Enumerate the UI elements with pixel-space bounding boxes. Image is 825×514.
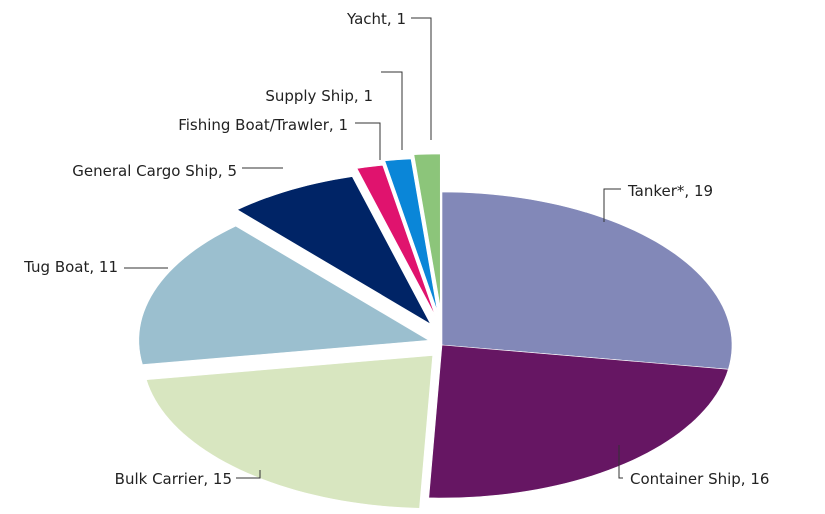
- slice-label-supply-ship: Supply Ship, 1: [265, 87, 373, 105]
- pie-slice-supply-ship: [384, 158, 438, 312]
- leader-line-fishing-boat-trawler: [355, 122, 381, 160]
- leader-line-container-ship: [618, 445, 623, 479]
- leader-line-yacht: [411, 17, 432, 140]
- slice-label-fishing-boat-trawler: Fishing Boat/Trawler, 1: [178, 116, 348, 134]
- pie-slices: [138, 153, 733, 509]
- pie-slice-tug-boat: [138, 225, 430, 365]
- slice-label-tanker: Tanker*, 19: [627, 182, 713, 200]
- slice-label-general-cargo-ship: General Cargo Ship, 5: [72, 162, 237, 180]
- pie-slice-yacht: [413, 153, 441, 308]
- slice-label-yacht: Yacht, 1: [346, 10, 406, 28]
- pie-slice-container-ship: [428, 344, 729, 499]
- leader-line-bulk-carrier: [236, 470, 261, 479]
- slice-label-container-ship: Container Ship, 16: [630, 470, 769, 488]
- pie-slice-general-cargo-ship: [236, 176, 432, 325]
- leader-line-supply-ship: [381, 71, 403, 150]
- slice-label-bulk-carrier: Bulk Carrier, 15: [115, 470, 232, 488]
- pie-slice-bulk-carrier: [145, 355, 434, 509]
- slice-label-tug-boat: Tug Boat, 11: [23, 258, 118, 276]
- pie-slice-fishing-boat-trawler: [356, 164, 436, 316]
- pie-labels: Tanker*, 19 Container Ship, 16 Bulk Carrie…: [23, 10, 769, 488]
- pie-slice-tanker: [441, 191, 733, 370]
- leader-line-tanker: [603, 188, 621, 222]
